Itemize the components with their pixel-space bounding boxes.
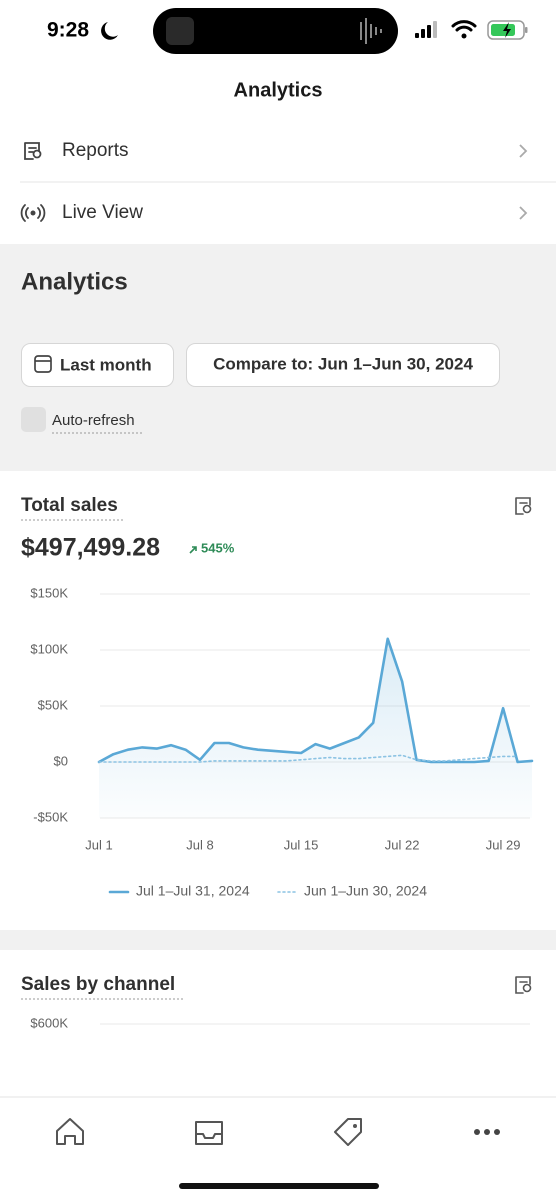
status-time: 9:28 <box>47 19 89 42</box>
card-report-lens[interactable] <box>522 504 532 514</box>
moon-icon <box>101 22 118 40</box>
products-tab[interactable] <box>334 1118 362 1146</box>
x-tick-label: Jul 22 <box>385 837 420 852</box>
live-icon-dot <box>30 210 36 216</box>
reports-icon <box>24 142 40 160</box>
battery-level <box>491 24 515 36</box>
x-tick-label: Jul 29 <box>486 837 521 852</box>
calendar-icon <box>34 355 52 373</box>
button-bg[interactable] <box>21 343 174 387</box>
series-line <box>98 754 519 763</box>
orders-tab[interactable] <box>195 1121 223 1145</box>
chevron <box>519 206 528 220</box>
y-tick-label: $150K <box>30 585 68 600</box>
sales-chart: -$50K $0 $50K $100K $150K Jul 1 Jul 8 Jul 15 Jul… <box>30 585 534 899</box>
legend-label: Jun 1–Jun 30, 2024 <box>304 883 427 899</box>
wifi-dot <box>461 33 467 39</box>
section-separator <box>0 930 556 950</box>
row-bg[interactable] <box>0 183 556 243</box>
date-range-button[interactable]: Last month <box>21 343 174 387</box>
reports-row[interactable]: Reports <box>0 120 556 182</box>
card-report-icon[interactable] <box>515 976 531 994</box>
card-report-lens[interactable] <box>522 983 532 993</box>
menu-label[interactable]: Reports <box>62 140 129 161</box>
up-arrow <box>189 546 197 554</box>
charging-bolt <box>503 22 511 38</box>
section-heading: Analytics <box>21 268 128 295</box>
x-tick-label: Jul 8 <box>186 837 213 852</box>
button-label[interactable]: Last month <box>60 355 152 374</box>
more-tab[interactable] <box>474 1129 500 1135</box>
signal-icon <box>415 21 437 38</box>
home-indicator <box>179 1183 379 1189</box>
battery-tip <box>525 27 528 33</box>
series-line <box>97 637 534 764</box>
wifi-icon <box>451 20 477 32</box>
island-thumb <box>166 17 194 45</box>
live-view-row[interactable]: Live View <box>0 183 556 243</box>
live-icon <box>20 204 46 222</box>
checkbox-label[interactable]: Auto-refresh <box>52 412 135 429</box>
card-report-icon[interactable] <box>515 497 531 515</box>
tab-bar <box>0 1097 556 1200</box>
y-tick-label: $600K <box>30 1015 68 1030</box>
y-tick-label: $100K <box>30 641 68 656</box>
y-tick-label: $50K <box>38 697 69 712</box>
card-title: Total sales <box>21 495 118 516</box>
x-tick-label: Jul 15 <box>284 837 319 852</box>
page-title: Analytics <box>234 79 323 101</box>
compare-button[interactable]: Compare to: Jun 1–Jun 30, 2024 <box>186 343 500 387</box>
island-wave <box>360 18 382 44</box>
home-tab[interactable] <box>56 1118 84 1145</box>
legend-label: Jul 1–Jul 31, 2024 <box>136 883 250 899</box>
button-bg[interactable] <box>186 343 500 387</box>
sales-change: 545% <box>201 540 235 555</box>
row-bg[interactable] <box>0 120 556 182</box>
chevron <box>519 144 528 158</box>
card-title: Sales by channel <box>21 974 175 995</box>
x-tick-label: Jul 1 <box>85 837 112 852</box>
dynamic-island <box>153 8 398 54</box>
y-tick-label: -$50K <box>33 809 68 824</box>
series-area <box>99 638 532 818</box>
button-label[interactable]: Compare to: Jun 1–Jun 30, 2024 <box>213 354 473 373</box>
checkbox[interactable] <box>21 407 46 432</box>
sales-amount: $497,499.28 <box>21 534 160 562</box>
y-tick-label: $0 <box>54 753 68 768</box>
products-tab-hole <box>353 1124 357 1128</box>
menu-label[interactable]: Live View <box>62 202 143 223</box>
reports-icon-lens <box>32 149 42 159</box>
